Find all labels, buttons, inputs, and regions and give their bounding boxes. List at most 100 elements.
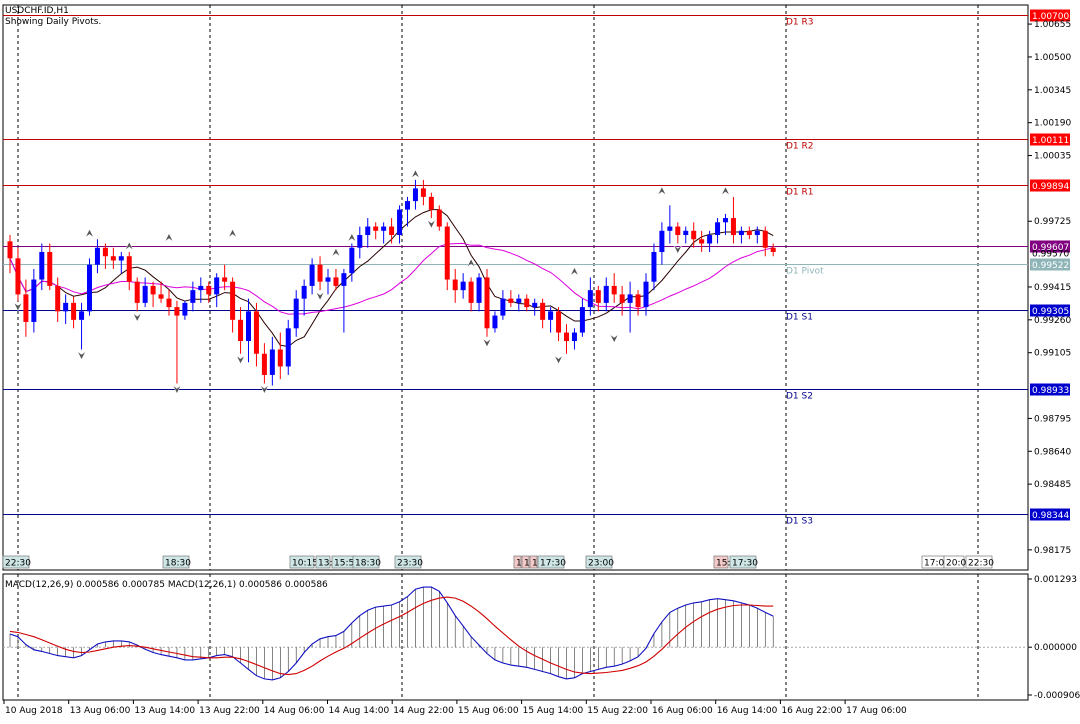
candle-body bbox=[587, 290, 593, 308]
time-tag-box bbox=[394, 555, 422, 569]
fractal-down-marker bbox=[427, 219, 436, 229]
candle-body bbox=[253, 311, 259, 354]
candle-body bbox=[492, 315, 498, 329]
candle-body bbox=[397, 209, 403, 236]
pivot-price-tag bbox=[1030, 9, 1070, 22]
candle-body bbox=[87, 264, 92, 312]
time-tag-box bbox=[521, 555, 530, 569]
candle-body bbox=[651, 251, 657, 282]
candle-body bbox=[548, 311, 554, 320]
candle-body bbox=[603, 285, 609, 303]
macd-axis-label: 0.001293 bbox=[1034, 575, 1077, 585]
time-tag-box bbox=[289, 555, 315, 569]
candle-body bbox=[595, 290, 601, 303]
candle-body bbox=[667, 226, 673, 231]
candle-body bbox=[484, 277, 490, 329]
pivot-price-label: 0.99305 bbox=[1032, 307, 1069, 317]
candle-body bbox=[118, 256, 124, 261]
time-tag-box bbox=[352, 555, 380, 569]
candle-body bbox=[643, 281, 649, 308]
candle-body bbox=[516, 298, 522, 303]
candle-body bbox=[341, 273, 347, 286]
candle-body bbox=[301, 285, 307, 299]
candle-body bbox=[389, 226, 395, 236]
time-tag-label: 1 bbox=[516, 559, 522, 569]
fractal-up-marker bbox=[85, 228, 94, 238]
macd-main-line bbox=[9, 586, 774, 681]
pivot-price-tag bbox=[1030, 383, 1070, 396]
pivot-price-label: 0.98344 bbox=[1032, 511, 1069, 521]
chart-symbol-title: USDCHF.ID,H1 bbox=[5, 6, 69, 16]
candle-body bbox=[238, 319, 244, 342]
current-price-label: 0.99607 bbox=[1032, 243, 1069, 253]
fractal-down-marker bbox=[77, 351, 86, 361]
candle-body bbox=[261, 353, 267, 375]
time-axis-label: 10 Aug 2018 bbox=[5, 706, 63, 716]
price-axis-label: 1.00500 bbox=[1034, 53, 1071, 63]
candle-body bbox=[500, 298, 506, 316]
candle-body bbox=[524, 298, 530, 308]
candle-body bbox=[102, 247, 108, 257]
fractal-up-marker bbox=[347, 232, 357, 242]
candle-body bbox=[214, 277, 220, 295]
time-tag-label: 22:30 bbox=[968, 559, 994, 569]
candle-body bbox=[611, 285, 617, 295]
time-axis-label: 15 Aug 06:00 bbox=[458, 706, 519, 716]
candle-body bbox=[532, 302, 538, 308]
candle-body bbox=[738, 230, 744, 236]
candle-body bbox=[444, 226, 450, 280]
price-axis-label: 0.98175 bbox=[1034, 546, 1071, 556]
candle-body bbox=[333, 277, 339, 286]
candle-body bbox=[754, 230, 760, 236]
time-tag-label: 23:30 bbox=[397, 559, 423, 569]
candle-body bbox=[675, 226, 681, 236]
pivot-level-name: D1 R1 bbox=[786, 188, 814, 198]
time-tag-label: 22:30 bbox=[5, 559, 31, 569]
fractal-down-marker bbox=[13, 302, 23, 312]
candle-body bbox=[723, 218, 728, 223]
candle-body bbox=[556, 311, 562, 333]
time-tag-label: 15:55 bbox=[334, 559, 360, 569]
time-tag-label: 17:30 bbox=[540, 559, 566, 569]
fractal-up-marker bbox=[466, 258, 476, 268]
candle-body bbox=[468, 281, 474, 303]
candle-body bbox=[452, 279, 458, 291]
time-axis-label: 16 Aug 06:00 bbox=[652, 706, 713, 716]
candle-body bbox=[31, 279, 37, 322]
candle-body bbox=[373, 226, 379, 231]
fractal-up-marker bbox=[228, 228, 237, 238]
price-axis-label: 0.99415 bbox=[1034, 283, 1071, 293]
fractal-down-marker bbox=[315, 291, 325, 301]
fractal-down-marker bbox=[554, 355, 563, 365]
time-tag-box bbox=[513, 555, 522, 569]
chart-subtitle: Showing Daily Pivots. bbox=[5, 17, 101, 27]
time-tag-box bbox=[315, 555, 331, 569]
fractal-down-marker bbox=[482, 338, 492, 348]
macd-title: MACD(12,26,9) 0.000586 0.000785 MACD(12,… bbox=[5, 580, 328, 590]
candle-body bbox=[357, 235, 363, 248]
pivot-level-name: D1 R3 bbox=[786, 18, 814, 28]
time-axis-label: 14 Aug 22:00 bbox=[393, 706, 454, 716]
candle-body bbox=[94, 247, 100, 265]
candle-body bbox=[150, 285, 156, 295]
pivot-price-label: 0.98933 bbox=[1032, 386, 1069, 396]
current-price-tag bbox=[1030, 240, 1070, 253]
candle-body bbox=[635, 294, 641, 308]
price-axis-label: 0.98795 bbox=[1034, 414, 1071, 424]
fractal-up-marker bbox=[657, 186, 667, 196]
candle-body bbox=[460, 281, 466, 291]
candle-body bbox=[15, 258, 21, 295]
time-axis-label: 13 Aug 22:00 bbox=[199, 706, 260, 716]
candle-body bbox=[730, 218, 736, 236]
pivot-price-tag bbox=[1030, 258, 1070, 271]
fractal-up-marker bbox=[570, 266, 579, 276]
pivot-price-tag bbox=[1030, 179, 1070, 192]
time-tag-label: 17:00 bbox=[924, 559, 950, 569]
price-axis-label: 0.98485 bbox=[1034, 480, 1071, 490]
candle-body bbox=[174, 307, 180, 316]
fractal-up-marker bbox=[721, 186, 730, 196]
candle-body bbox=[571, 332, 577, 342]
candle-body bbox=[158, 294, 164, 299]
